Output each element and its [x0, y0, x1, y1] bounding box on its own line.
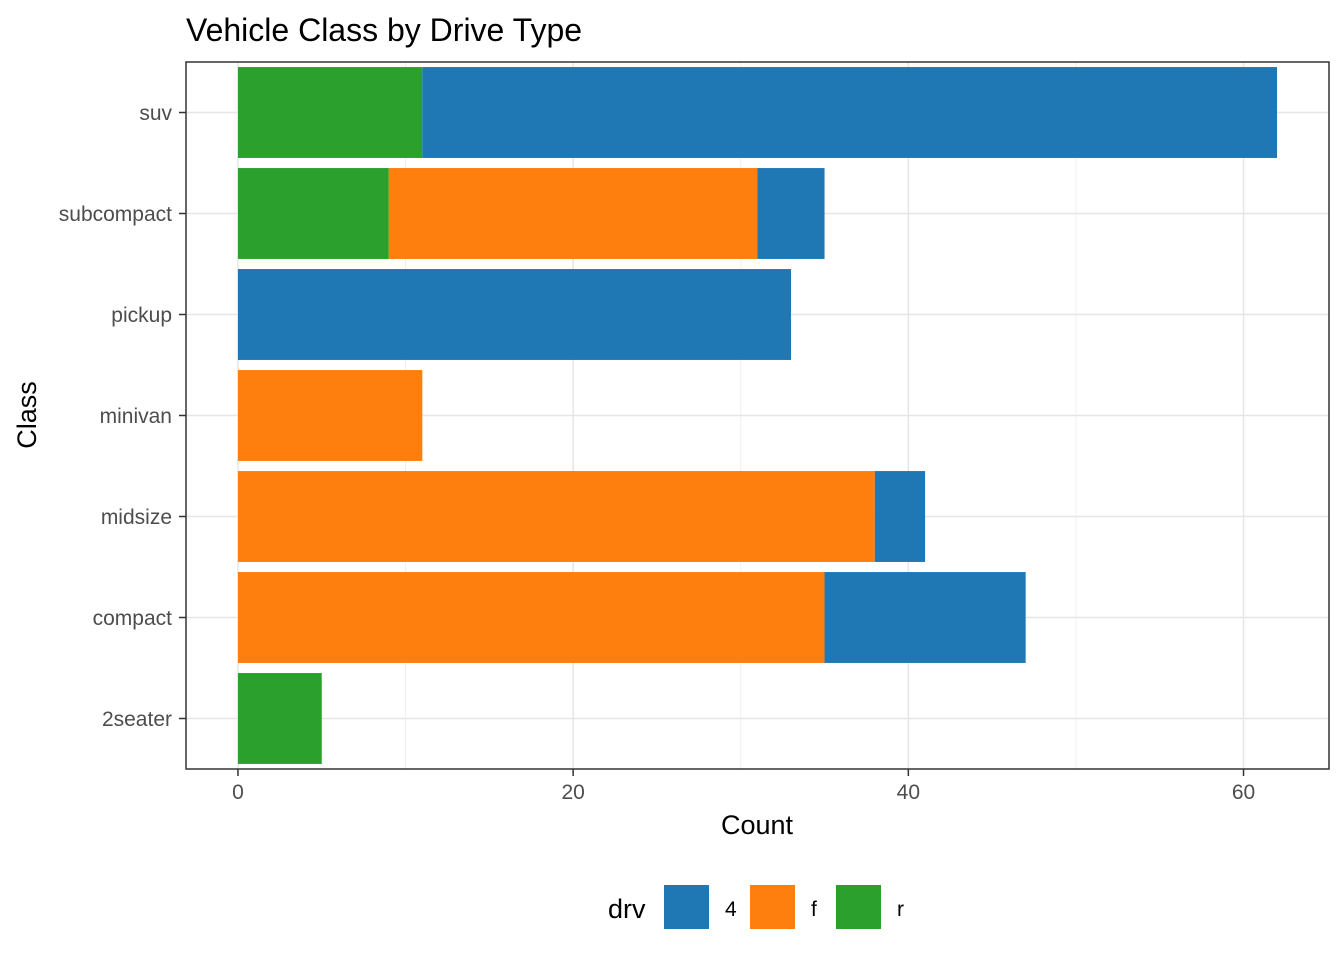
bar-midsize-4: [874, 471, 926, 562]
x-tick-label: 0: [232, 781, 244, 804]
x-tick-label: 20: [561, 781, 584, 804]
y-tick-label: pickup: [111, 304, 172, 327]
y-tick-label: midsize: [101, 506, 172, 529]
y-tick-label: subcompact: [59, 203, 172, 226]
bar-compact-f: [237, 572, 825, 663]
legend-key-f: [750, 885, 795, 929]
bar-midsize-f: [237, 471, 875, 562]
legend: drv 4 f r: [608, 885, 904, 929]
bar-subcompact-f: [388, 168, 758, 259]
y-axis: 2seater compact midsize minivan pickup subcom…: [59, 102, 186, 731]
bar-pickup-4: [237, 269, 792, 360]
y-tick-label: 2seater: [102, 708, 172, 731]
chart-title: Vehicle Class by Drive Type: [186, 12, 582, 48]
plot-panel: [185, 61, 1330, 770]
legend-label-f: f: [811, 898, 817, 921]
bar-compact-4: [824, 572, 1026, 663]
bar-suv-4: [422, 67, 1278, 158]
legend-key-4: [664, 885, 709, 929]
bars: [237, 67, 1278, 764]
bar-subcompact-4: [757, 168, 825, 259]
bar-suv-r: [237, 67, 423, 158]
x-axis: 0 20 40 60: [232, 769, 1255, 804]
y-tick-label: compact: [93, 607, 173, 630]
bar-minivan-f: [237, 370, 423, 461]
y-axis-title: Class: [12, 381, 42, 449]
y-tick-label: suv: [139, 102, 172, 125]
legend-title: drv: [608, 894, 646, 924]
y-tick-label: minivan: [100, 405, 172, 428]
legend-key-r: [836, 885, 881, 929]
legend-label-4: 4: [725, 898, 737, 921]
legend-label-r: r: [897, 898, 904, 921]
x-tick-label: 60: [1232, 781, 1255, 804]
x-tick-label: 40: [897, 781, 920, 804]
bar-subcompact-r: [237, 168, 389, 259]
x-axis-title: Count: [721, 810, 794, 840]
bar-2seater-r: [237, 673, 322, 764]
